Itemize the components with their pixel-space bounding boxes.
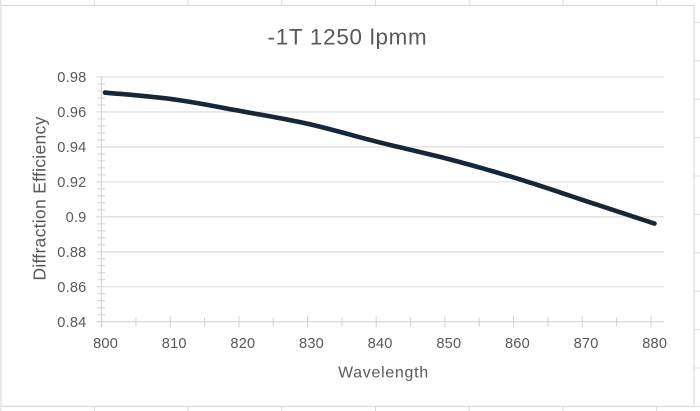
- svg-text:0.94: 0.94: [57, 140, 86, 156]
- svg-text:0.88: 0.88: [57, 245, 86, 261]
- svg-text:830: 830: [299, 336, 324, 352]
- svg-text:0.9: 0.9: [66, 210, 87, 226]
- svg-text:0.96: 0.96: [57, 105, 86, 121]
- svg-text:0.84: 0.84: [57, 315, 86, 331]
- svg-text:860: 860: [505, 336, 530, 352]
- svg-text:850: 850: [436, 336, 461, 352]
- svg-text:0.98: 0.98: [57, 70, 86, 86]
- svg-text:810: 810: [162, 336, 187, 352]
- svg-text:800: 800: [93, 336, 118, 352]
- svg-text:880: 880: [642, 336, 667, 352]
- svg-text:Wavelength: Wavelength: [338, 365, 429, 382]
- svg-text:-1T 1250 lpmm: -1T 1250 lpmm: [268, 24, 428, 49]
- svg-text:Diffraction Efficiency: Diffraction Efficiency: [29, 116, 49, 280]
- svg-text:870: 870: [574, 336, 599, 352]
- svg-text:820: 820: [230, 336, 255, 352]
- svg-text:0.92: 0.92: [57, 175, 86, 191]
- svg-text:0.86: 0.86: [57, 280, 86, 296]
- svg-text:840: 840: [368, 336, 393, 352]
